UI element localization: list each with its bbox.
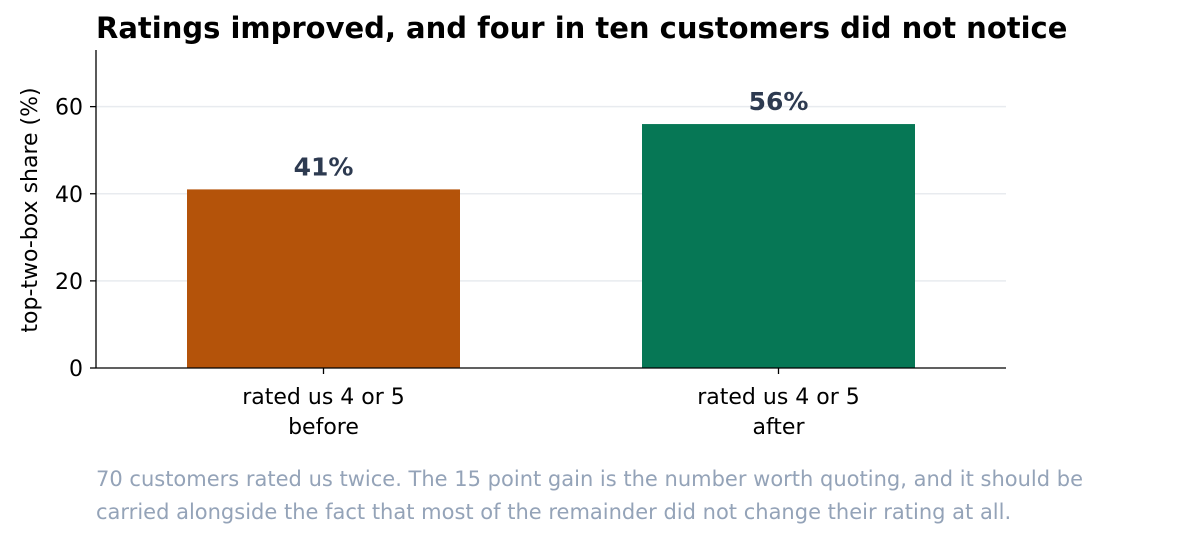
bar-2 — [642, 124, 915, 368]
y-tick-label: 60 — [55, 96, 83, 121]
caption-line-1: 70 customers rated us twice. The 15 poin… — [96, 467, 1083, 491]
chart-title: Ratings improved, and four in ten custom… — [96, 11, 1067, 45]
x-tick-label: before — [288, 415, 359, 440]
y-tick-label: 40 — [55, 183, 83, 208]
caption-line-2: carried alongside the fact that most of … — [96, 500, 1011, 524]
x-tick-label: rated us 4 or 5 — [242, 385, 405, 410]
x-tick-label: rated us 4 or 5 — [697, 385, 860, 410]
data-label: 41% — [294, 152, 354, 181]
axes — [95, 50, 1006, 369]
x-ticks: rated us 4 or 5 before rated us 4 or 5 afte… — [242, 368, 860, 440]
bars — [187, 124, 915, 368]
y-axis-label: top-two-box share (%) — [18, 87, 43, 332]
data-labels: 41% 56% — [294, 87, 809, 181]
y-tick-label: 0 — [69, 357, 83, 382]
data-label: 56% — [749, 87, 809, 116]
x-tick-label: after — [752, 415, 805, 440]
y-ticks: 0 20 40 60 — [55, 96, 96, 382]
y-tick-label: 20 — [55, 270, 83, 295]
bar-1 — [187, 189, 460, 368]
